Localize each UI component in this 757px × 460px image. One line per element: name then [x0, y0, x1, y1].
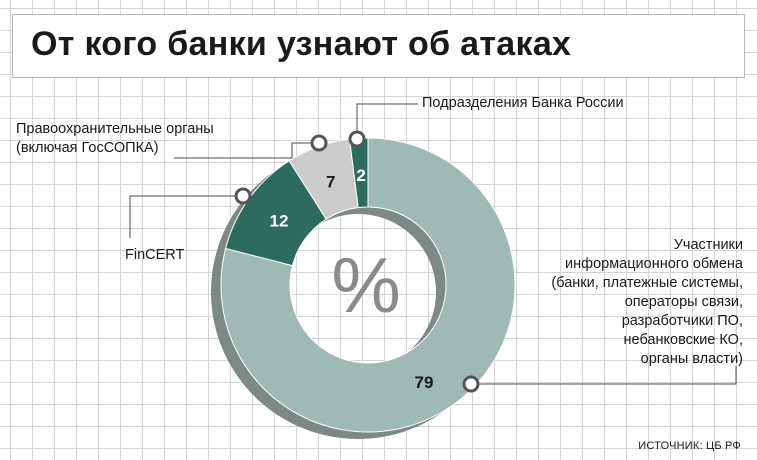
- label-law-enforcement-line-2: (включая ГосСОПКА): [16, 140, 159, 156]
- label-participants-line-2: информационного обмена: [565, 256, 743, 272]
- marker-bank-russia: [348, 130, 366, 148]
- center-percent-symbol: %: [331, 241, 400, 329]
- chart-title: От кого банки узнают об атаках: [31, 25, 572, 63]
- label-participants-line-3: (банки, платежные системы,: [551, 275, 743, 291]
- label-bank-russia-text: Подразделения Банка России: [422, 95, 624, 111]
- label-law-enforcement: Правоохранительные органы (включая ГосСО…: [16, 120, 214, 158]
- label-participants-line-5: разработчики ПО,: [621, 313, 743, 329]
- label-participants-line-4: операторы связи,: [624, 294, 743, 310]
- marker-law-enforcement: [310, 134, 328, 152]
- label-participants-line-7: органы власти): [640, 351, 743, 367]
- title-box: От кого банки узнают об атаках: [12, 14, 745, 78]
- slice-participants: [220, 137, 516, 433]
- leader-line-law-enforcement: [174, 142, 319, 159]
- leader-markers: [234, 130, 480, 393]
- leader-line-fincert: [129, 195, 243, 238]
- label-bank-russia: Подразделения Банка России: [422, 94, 624, 113]
- value-label-fincert: 12: [270, 211, 289, 230]
- label-participants: Участники информационного обмена (банки,…: [551, 236, 743, 369]
- label-participants-line-6: небанковские КО,: [623, 332, 743, 348]
- leader-line-participants: [472, 366, 737, 385]
- donut-slices: [220, 137, 516, 433]
- marker-participants: [462, 375, 480, 393]
- label-fincert: FinCERT: [125, 246, 184, 265]
- marker-fincert: [234, 187, 252, 205]
- label-law-enforcement-line-1: Правоохранительные органы: [16, 121, 214, 137]
- value-label-law-enforcement: 7: [326, 173, 335, 192]
- value-label-participants: 79: [415, 373, 434, 392]
- value-label-bank-russia: 2: [356, 166, 365, 185]
- label-participants-line-1: Участники: [673, 237, 743, 253]
- label-fincert-text: FinCERT: [125, 247, 185, 263]
- source-note: ИСТОЧНИК: ЦБ РФ: [638, 440, 741, 452]
- leader-lines: [129, 103, 737, 385]
- leader-line-bank-russia: [356, 103, 418, 138]
- value-labels: 79 12 7 2: [270, 166, 434, 392]
